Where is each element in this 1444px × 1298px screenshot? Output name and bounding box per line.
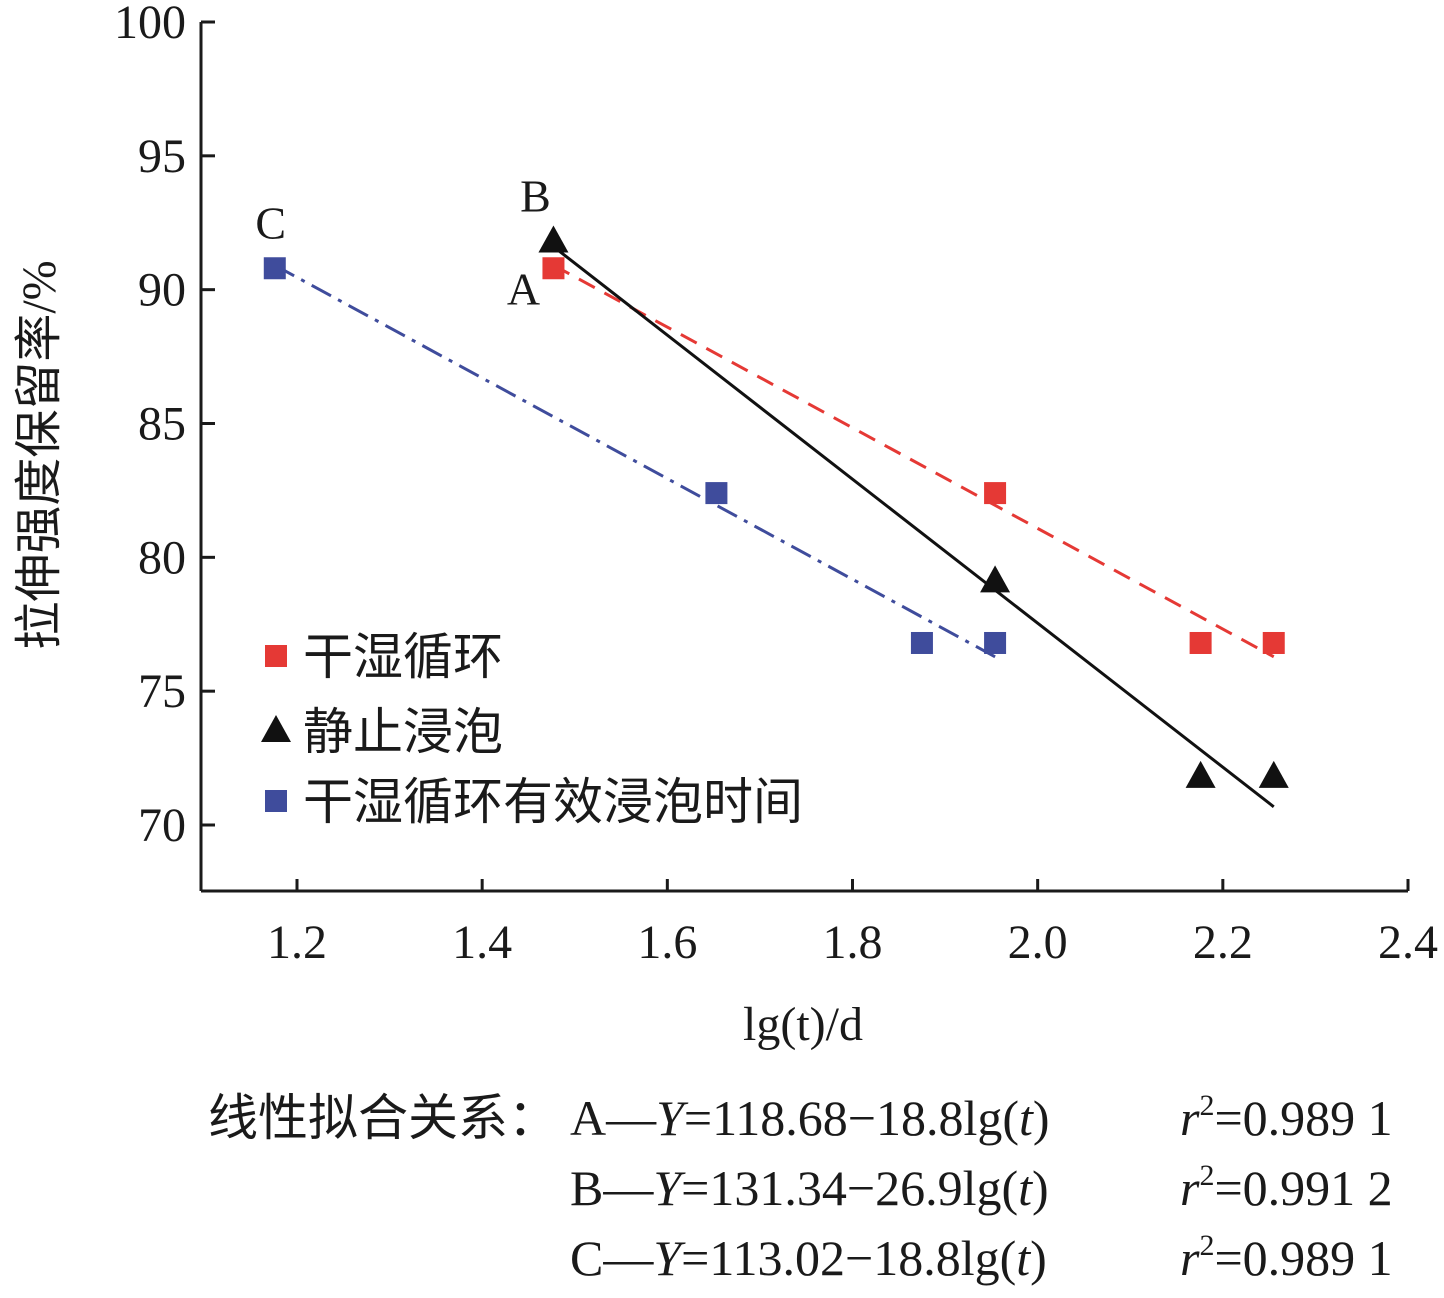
fit-eq-dash: — [602,1160,654,1216]
legend-marker-B [261,715,291,742]
axes [199,22,1408,893]
x-tick-label: 2.4 [1378,916,1438,969]
series-tag-A: A [507,263,540,314]
fit-r2-value: =0.989 1 [1214,1230,1392,1286]
fit-eq-eq: =113.02−18.8lg( [681,1230,1016,1286]
data-point-B [1185,760,1216,788]
x-tick-label: 1.2 [267,916,327,969]
y-tick-label: 95 [138,130,186,183]
x-tick-label: 2.2 [1193,916,1253,969]
x-axis-title: lg(t)/d [743,998,863,1051]
y-tick-label: 100 [114,0,186,49]
fit-r-superscript: 2 [1199,1159,1214,1192]
fit-eq-dash: — [605,1090,657,1146]
y-tick-label: 90 [138,264,186,317]
fit-eq-ylabel: Y [653,1230,686,1286]
fit-eq-var: t [1019,1090,1034,1146]
legend-marker-A [265,645,287,667]
data-point-C [263,257,286,280]
y-axis-title: 拉伸强度保留率/% [13,260,66,649]
data-point-A [542,257,565,280]
x-tick-label: 2.0 [1008,916,1068,969]
fit-eq-close: ) [1032,1160,1049,1216]
fit-r-superscript: 2 [1199,1229,1214,1262]
fit-r2-B: r2=0.991 2 [1180,1159,1393,1216]
fit-line-A [552,263,1275,659]
legend-label-A: 干湿循环 [303,629,503,685]
data-point-B [538,225,569,253]
fit-annotation-prefix: 线性拟合关系： [208,1090,558,1146]
fit-equation-C: C—Y=113.02−18.8lg(t) [570,1230,1047,1286]
fit-eq-eq: =118.68−18.8lg( [684,1090,1019,1146]
fit-r2-C: r2=0.989 1 [1180,1229,1393,1286]
y-tick-label: 75 [138,665,186,718]
fit-eq-tag: C [570,1230,603,1286]
fit-equation-A: A—Y=118.68−18.8lg(t) [570,1090,1050,1146]
fit-eq-var: t [1018,1160,1033,1216]
fit-r-symbol: r [1180,1230,1200,1286]
fit-line-B [552,245,1275,808]
data-point-A [1189,631,1212,654]
data-point-A [1262,631,1285,654]
data-point-B [1258,760,1289,788]
x-tick-label: 1.8 [823,916,883,969]
fit-line-C [274,263,996,659]
fit-r-symbol: r [1180,1090,1200,1146]
legend-label-B: 静止浸泡 [303,704,503,760]
fit-eq-close: ) [1030,1230,1047,1286]
fit-r2-A: r2=0.989 1 [1180,1089,1393,1146]
fit-annotations: A—Y=118.68−18.8lg(t) r2=0.989 1B—Y=131.34… [570,1089,1393,1286]
fit-eq-ylabel: Y [656,1090,689,1146]
fit-eq-close: ) [1033,1090,1050,1146]
fit-r-superscript: 2 [1199,1089,1214,1122]
data-point-B [980,565,1011,593]
fit-eq-ylabel: Y [653,1160,686,1216]
fit-r2-value: =0.991 2 [1214,1160,1392,1216]
data-point-C [984,631,1007,654]
legend-marker-C [265,790,287,812]
legend-label-C: 干湿循环有效浸泡时间 [303,774,803,830]
fit-eq-tag: A [570,1090,606,1146]
fit-eq-tag: B [570,1160,603,1216]
fit-eq-var: t [1016,1230,1031,1286]
data-point-A [984,482,1007,505]
fit-lines [274,245,1275,808]
data-point-C [705,482,728,505]
y-tick-label: 80 [138,531,186,584]
series-tags: AB C [255,170,550,314]
fit-eq-dash: — [602,1230,654,1286]
y-tick-label: 85 [138,398,186,451]
ticks: 1.2 1.4 1.6 1.8 2.0 2.2 2.4 70 75 80 85 90 95 100 [114,0,1438,969]
y-tick-label: 70 [138,799,186,852]
series-tag-B: B [520,170,551,221]
fit-r2-value: =0.989 1 [1214,1090,1392,1146]
markers [263,225,1289,788]
fit-equation-B: B—Y=131.34−26.9lg(t) [570,1160,1049,1216]
fit-r-symbol: r [1180,1160,1200,1216]
data-point-C [910,631,933,654]
fit-eq-eq: =131.34−26.9lg( [681,1160,1018,1216]
x-tick-label: 1.4 [452,916,512,969]
x-tick-label: 1.6 [637,916,697,969]
series-tag-C: C [255,197,286,248]
